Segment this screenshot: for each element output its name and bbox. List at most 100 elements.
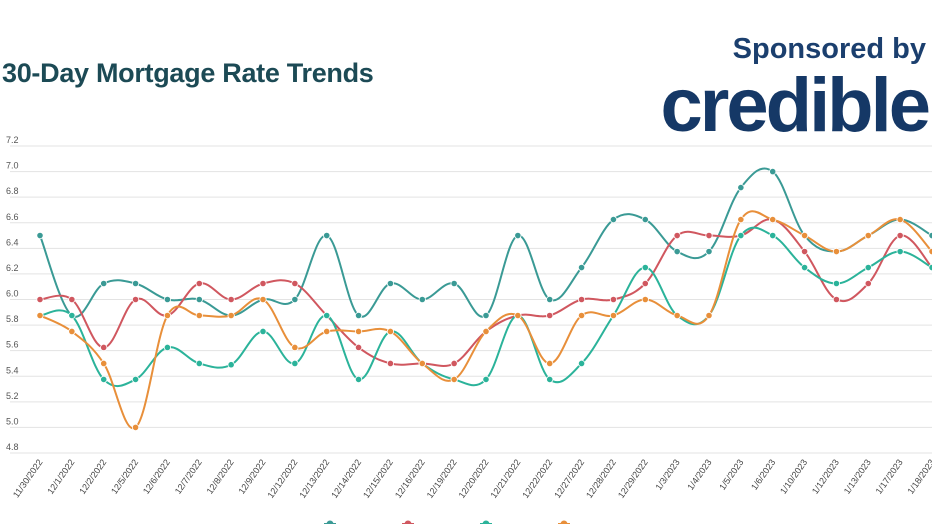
data-point [259,295,267,304]
x-tick-label: 1/10/2023 [778,457,809,496]
data-point [386,327,395,336]
data-point [354,375,363,384]
data-point [641,279,649,288]
x-tick-label: 12/6/2022 [141,457,172,496]
data-point [609,295,618,304]
data-point [323,311,331,320]
data-point [195,311,203,320]
data-point [100,359,108,368]
data-point [705,311,713,320]
data-point [291,359,299,368]
y-tick-label: 7.0 [6,161,19,171]
data-point [800,231,809,240]
data-point [259,327,267,336]
x-tick-label: 12/12/2022 [265,457,299,500]
data-point [227,361,235,369]
y-tick-label: 6.8 [6,186,19,196]
data-point [896,215,904,224]
y-tick-label: 5.8 [6,314,19,324]
data-point [641,215,649,224]
data-point [227,295,235,304]
x-tick-label: 12/7/2022 [173,457,204,496]
x-tick-label: 12/15/2022 [361,457,395,500]
x-tick-label: 12/27/2022 [552,457,586,500]
series-2 [36,215,932,368]
series-line [39,218,932,367]
data-point [577,359,586,368]
data-point [450,359,458,368]
data-point [769,215,777,224]
data-point [386,359,395,368]
data-point [36,231,44,240]
data-point [100,343,108,352]
x-tick-label: 1/6/2023 [749,457,777,491]
x-tick-label: 12/9/2022 [236,457,267,496]
x-tick-label: 1/17/2023 [874,457,905,496]
data-point [163,295,172,304]
data-point [673,231,681,240]
data-point [864,279,872,288]
x-tick-label: 11/30/2022 [11,457,45,499]
gridlines [10,145,932,454]
data-point [163,311,172,320]
y-tick-label: 5.4 [6,365,19,375]
data-point [482,311,490,320]
sponsor-text: Sponsored by [732,33,926,65]
series-lines [36,167,932,432]
x-tick-label: 12/1/2022 [45,457,76,496]
data-point [291,279,299,288]
data-point [195,295,203,304]
data-point [227,311,235,320]
data-point [131,375,140,384]
data-point [609,215,618,224]
data-point [577,295,586,304]
legend-marker [482,520,490,524]
data-point [800,263,809,272]
x-tick-label: 12/21/2022 [488,457,522,500]
x-tick-label: 12/20/2022 [457,457,491,500]
x-tick-label: 12/22/2022 [520,457,554,500]
data-point [864,263,872,272]
data-point [131,279,140,288]
data-point [546,375,554,384]
data-point [546,311,554,320]
x-tick-label: 12/29/2022 [616,457,650,500]
x-tick-label: 12/2/2022 [77,457,108,496]
y-tick-label: 5.6 [6,340,19,350]
series-3 [36,226,932,388]
data-point [832,295,841,304]
data-point [609,311,618,320]
x-tick-label: 1/18/2023 [905,457,932,496]
x-tick-label: 12/19/2022 [425,457,459,500]
legend-marker [404,520,412,524]
data-point [291,295,299,304]
data-point [896,247,904,256]
x-tick-label: 12/28/2022 [584,457,618,500]
data-point [386,279,395,288]
data-point [577,263,586,272]
legend-marker [326,520,334,524]
x-tick-label: 1/12/2023 [810,457,841,496]
y-tick-label: 7.2 [6,135,19,145]
data-point [68,295,76,304]
data-point [769,231,777,240]
data-point [131,423,140,432]
y-tick-label: 5.0 [6,416,19,426]
data-point [418,359,426,368]
data-point [673,247,681,256]
y-tick-label: 5.2 [6,391,19,401]
data-point [546,295,554,304]
data-point [482,327,490,336]
data-point [354,343,363,352]
legend-item [402,520,414,524]
data-point [259,279,267,288]
data-point [737,215,745,224]
x-tick-label: 1/3/2023 [653,457,681,491]
legend [324,520,570,524]
data-point [100,279,108,288]
data-point [737,231,745,240]
data-point [323,327,331,336]
data-point [800,247,809,256]
y-axis-ticks: 4.8 5.0 5.2 5.4 5.6 5.8 6.0 6.2 6.4 6.6 6.8 7.0 7.2 [6,135,19,452]
